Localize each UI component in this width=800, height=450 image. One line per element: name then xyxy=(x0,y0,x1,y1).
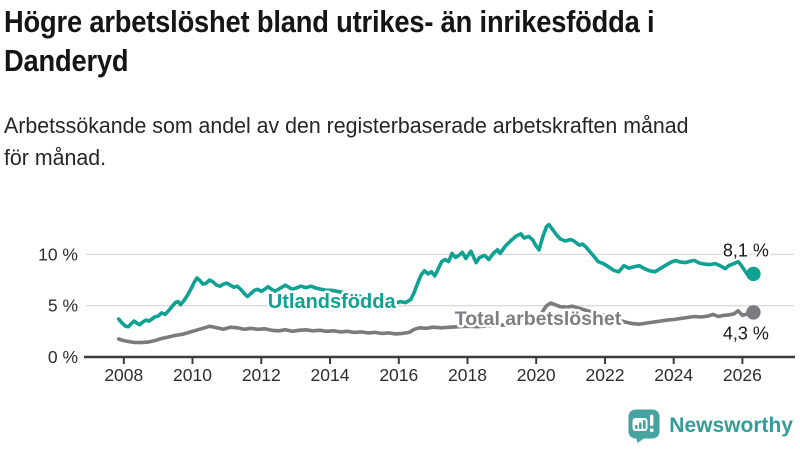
x-axis-tick-label: 2018 xyxy=(448,365,487,385)
x-axis-tick-label: 2022 xyxy=(586,365,625,385)
subtitle-line: för månad. xyxy=(4,145,107,170)
page-title: Högre arbetslöshet bland utrikes- än inr… xyxy=(4,2,743,80)
x-axis-tick-label: 2016 xyxy=(379,365,418,385)
x-axis-tick-label: 2024 xyxy=(654,365,693,385)
chart-subtitle: Arbetssökande som andel av den registerb… xyxy=(4,110,710,174)
end-value-label-total: 4,3 % xyxy=(723,323,769,343)
y-axis-tick-label: 10 % xyxy=(38,244,78,264)
x-axis-tick-label: 2014 xyxy=(311,365,350,385)
title-line: Högre arbetslöshet bland utrikes- än inr… xyxy=(4,4,655,39)
y-axis-tick-label: 5 % xyxy=(48,296,78,316)
end-value-label-utlandsfodda: 8,1 % xyxy=(723,240,769,260)
x-axis-tick-label: 2012 xyxy=(242,365,281,385)
subtitle-line: Arbetssökande som andel av den registerb… xyxy=(4,113,689,138)
y-axis-tick-label: 0 % xyxy=(48,347,78,367)
series-label-total: Total arbetslöshet xyxy=(455,308,622,330)
series-end-dot-utlandsfodda xyxy=(746,266,761,282)
x-axis-tick-label: 2008 xyxy=(104,365,143,385)
series-label-utlandsfodda: Utlandsfödda xyxy=(268,291,397,313)
x-axis-tick-label: 2020 xyxy=(517,365,556,385)
series-end-dot-total xyxy=(746,305,761,320)
brand-footer: Newsworthy xyxy=(628,409,793,443)
title-line: Danderyd xyxy=(4,43,129,78)
series-line-utlandsfodda xyxy=(116,222,756,329)
newsworthy-chart-bubble-icon xyxy=(628,409,660,443)
brand-name: Newsworthy xyxy=(669,414,793,437)
x-axis-tick-label: 2026 xyxy=(723,365,762,385)
unemployment-line-chart: 0 % 5 % 10 % 2008 2010 2012 2014 2016 2018 2020 20… xyxy=(38,222,795,385)
x-axis-tick-label: 2010 xyxy=(173,365,212,385)
series-line-total xyxy=(116,301,756,345)
